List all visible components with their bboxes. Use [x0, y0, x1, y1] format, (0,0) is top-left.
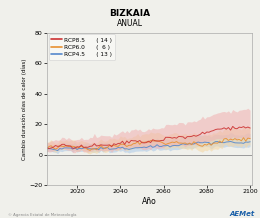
Y-axis label: Cambio duración olas de calor (días): Cambio duración olas de calor (días): [21, 58, 27, 160]
Text: ANUAL: ANUAL: [117, 19, 143, 27]
Text: BIZKAIA: BIZKAIA: [109, 9, 151, 18]
Text: AEMet: AEMet: [230, 211, 255, 217]
Text: © Agencia Estatal de Meteorología: © Agencia Estatal de Meteorología: [8, 213, 76, 217]
X-axis label: Año: Año: [142, 197, 157, 206]
Legend: RCP8.5      ( 14 ), RCP6.0      (  6 ), RCP4.5      ( 13 ): RCP8.5 ( 14 ), RCP6.0 ( 6 ), RCP4.5 ( 13…: [49, 34, 115, 60]
